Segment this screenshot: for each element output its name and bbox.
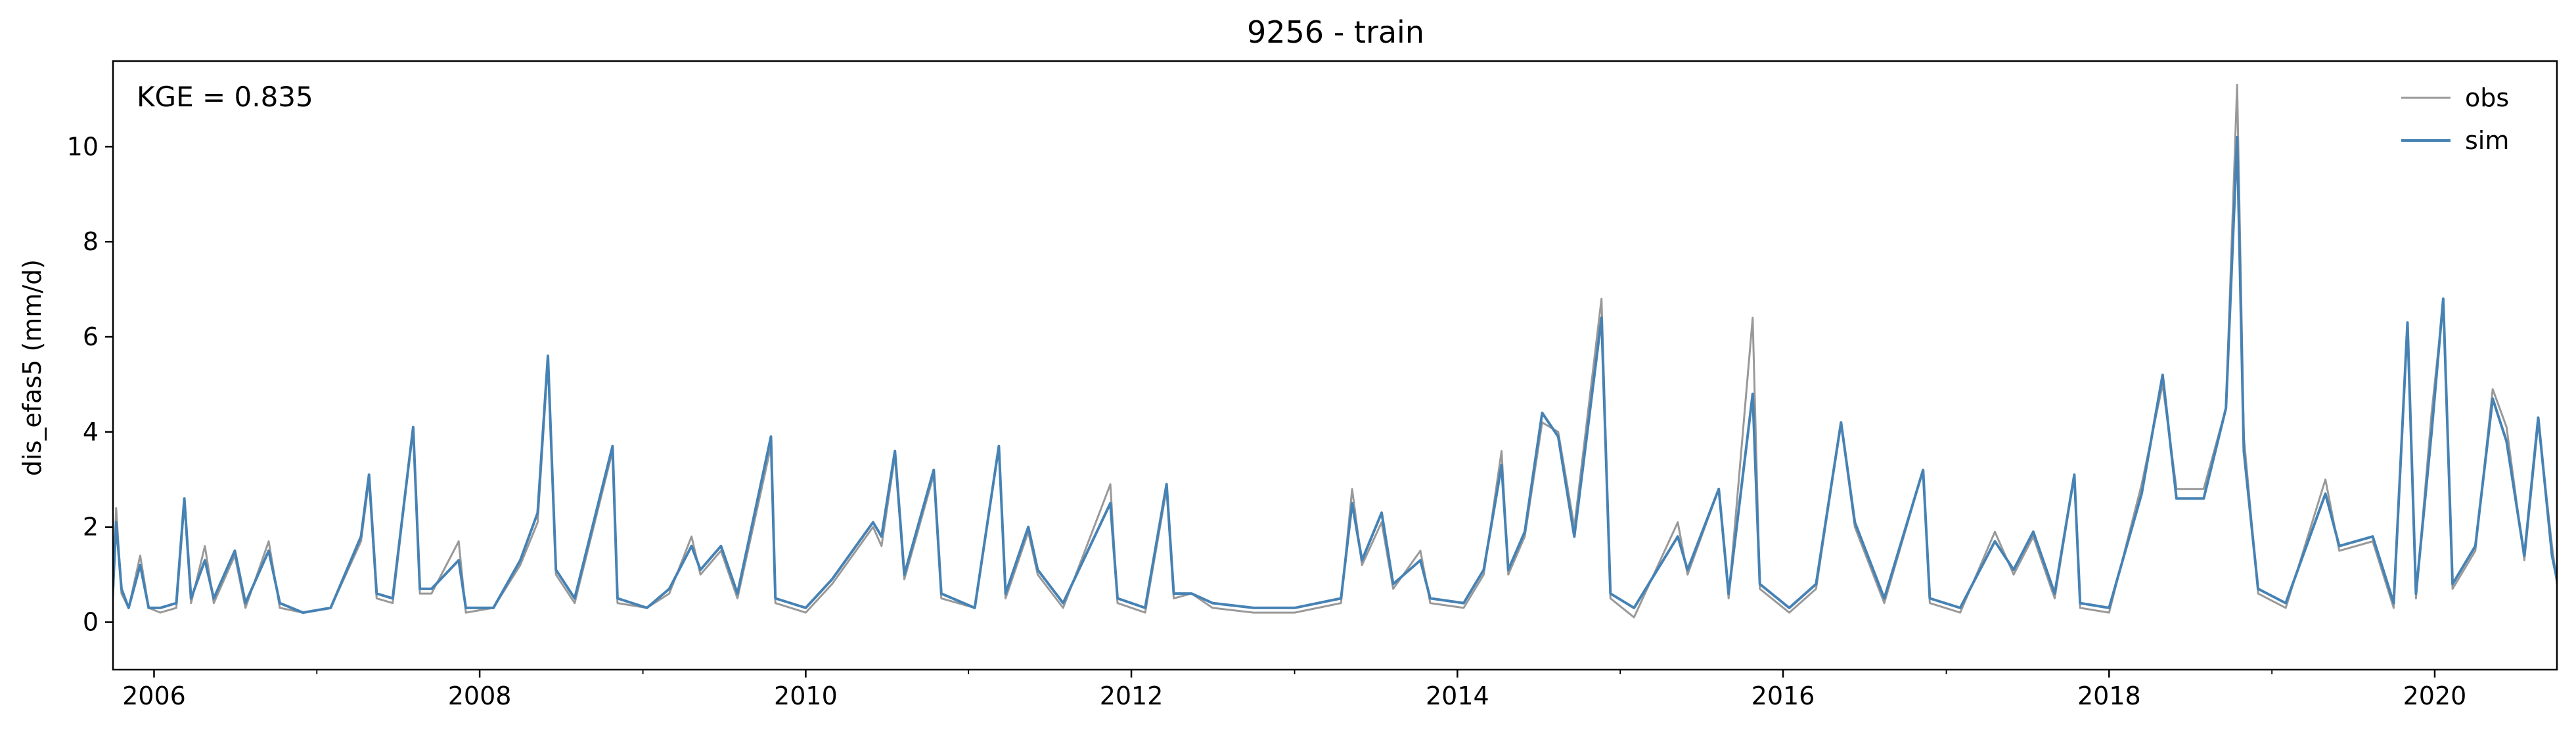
y-tick-label: 6: [83, 322, 99, 351]
x-tick-label: 2010: [774, 681, 838, 710]
x-tick-label: 2014: [1426, 681, 1489, 710]
x-tick-label: 2008: [448, 681, 512, 710]
kge-annotation: KGE = 0.835: [137, 81, 313, 113]
x-tick-label: 2012: [1100, 681, 1164, 710]
y-tick-label: 2: [83, 513, 99, 542]
x-tick-label: 2018: [2077, 681, 2141, 710]
legend-label-obs: obs: [2465, 83, 2509, 112]
y-axis-label: dis_efas5 (mm/d): [18, 259, 47, 476]
y-tick-label: 0: [83, 608, 99, 637]
y-tick-label: 4: [83, 418, 99, 446]
legend-label-sim: sim: [2465, 126, 2509, 155]
y-tick-label: 8: [83, 227, 99, 256]
y-tick-label: 10: [67, 132, 99, 161]
x-tick-label: 2016: [1751, 681, 1815, 710]
x-tick-label: 2020: [2403, 681, 2467, 710]
chart-title: 9256 - train: [1247, 14, 1424, 50]
x-tick-label: 2006: [122, 681, 186, 710]
